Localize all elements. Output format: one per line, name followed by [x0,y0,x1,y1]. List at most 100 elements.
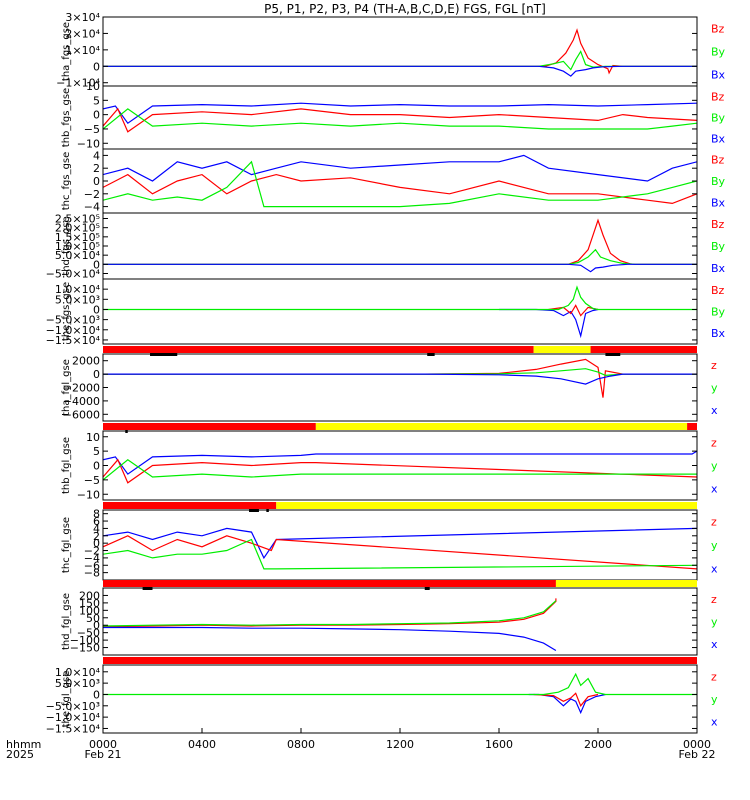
y-axis-label: the_fgl_gse [61,671,72,728]
y-tick-label: −5 [84,123,100,136]
y-axis-label: thd_fgl_gse [61,593,72,650]
coverage-mark [605,353,621,356]
legend-entry-Bz: Bz [711,154,725,167]
legend-entry-z: z [711,670,717,683]
footer-start-date: Feb 21 [85,748,122,761]
y-tick-label: −1.0×10⁴ [46,711,101,724]
y-tick-label: 0 [93,109,100,122]
legend-entry-Bz: Bz [711,23,725,36]
x-tick-label: 2000 [584,738,612,751]
legend-entry-Bx: Bx [711,133,726,146]
y-tick-label: −1.5×10⁴ [46,722,101,735]
y-tick-label: −5.0×10³ [46,700,100,713]
y-axis-label: thb_fgl_gse [61,437,72,494]
series-line-By [103,108,697,130]
y-tick-label: 0 [93,303,100,316]
series-line-z [103,598,557,628]
series-line-x [103,373,697,385]
series-group [103,28,697,77]
y-tick-label: 0 [93,60,100,73]
series-line-Bx [103,263,697,273]
y-tick-label: 2×10⁴ [65,27,100,40]
coverage-segment [103,580,556,587]
y-tick-label: 10 [86,431,100,444]
coverage-bars-group [103,346,697,664]
series-line-y [103,672,697,696]
y-axis-label: thd_fgs_gse [61,216,72,275]
x-tick-label: 0000 [683,738,711,751]
y-axis-label: tha_fgs_gse [61,22,72,81]
coverage-segment [315,423,688,430]
y-tick-label: 2 [93,530,100,543]
series-group [103,285,697,339]
y-tick-label: −6 [84,559,100,572]
series-group [103,102,697,133]
y-tick-label: −2 [84,545,100,558]
coverage-segment [276,502,697,509]
coverage-mark [142,587,153,590]
panel-the_fgl_gse: 1.0×10⁴5.0×10³0−5.0×10³−1.0×10⁴−1.5×10⁴t… [46,664,718,735]
series-line-By [103,50,697,71]
series-line-Bz [103,173,697,205]
y-tick-label: 0 [93,175,100,188]
footer-label-hhmm: hhmm [6,738,41,751]
coverage-segment [590,346,697,353]
y-tick-label: 2.5×10⁵ [55,213,100,226]
series-line-By [103,160,697,208]
y-tick-label: 10 [86,80,100,93]
coverage-mark [125,430,128,433]
y-tick-label: 4 [93,522,100,535]
panel-frame [102,278,698,345]
y-tick-label: 8 [93,508,100,521]
y-tick-label: −4000 [63,395,100,408]
series-group [103,527,697,570]
y-tick-label: −100 [70,634,100,647]
legend-entry-Bz: Bz [711,218,725,231]
legend-entry-x: x [711,404,718,417]
y-tick-label: −50 [77,627,100,640]
series-line-Bx [103,65,697,77]
legend-entry-x: x [711,483,718,496]
y-tick-label: −1×10⁴ [56,77,100,90]
y-axis-label: the_fgs_gse [61,282,72,341]
y-tick-label: 5.0×10³ [55,677,100,690]
y-tick-label: 6 [93,515,100,528]
time-axis: 0000 0400 0800 1200 1600 2000 0000 [89,728,711,751]
y-tick-label: 200 [79,589,100,602]
series-line-Bz [103,107,697,133]
legend-entry-x: x [711,716,718,729]
series-group [103,598,557,652]
series-line-z [103,535,697,570]
x-tick-label: 0000 [89,738,117,751]
panel-thb_fgs_gse: 105 0−5−10 thb_fgs_gse Bz By Bx [61,80,726,150]
coverage-mark [249,509,259,512]
y-tick-label: 0 [93,537,100,550]
legend-entry-x: x [711,562,718,575]
y-tick-label: 1.0×10⁴ [55,666,101,679]
y-tick-label: 0 [93,688,100,701]
y-tick-label: 0 [93,619,100,632]
y-tick-label: 4 [93,149,100,162]
legend-entry-Bz: Bz [711,284,725,297]
series-line-z [533,692,599,707]
panel-thd_fgs_gse: 2.5×10⁵2.0×10⁵1.5×10⁵1.0×10⁵5.0×10⁴0−5.0… [46,212,726,281]
legend-entry-z: z [711,516,717,529]
legend-entry-z: z [711,437,717,450]
series-line-x [103,450,697,475]
legend-entry-y: y [711,539,718,552]
coverage-segment [103,346,534,353]
y-tick-label: −2000 [63,382,100,395]
y-tick-label: −5.0×10⁴ [46,268,101,281]
y-tick-label: −6000 [63,408,100,421]
legend-entry-y: y [711,460,718,473]
legend-entry-Bx: Bx [711,327,726,340]
y-tick-label: −1.5×10⁴ [46,334,101,347]
series-group [103,218,697,273]
series-line-By [103,285,697,311]
